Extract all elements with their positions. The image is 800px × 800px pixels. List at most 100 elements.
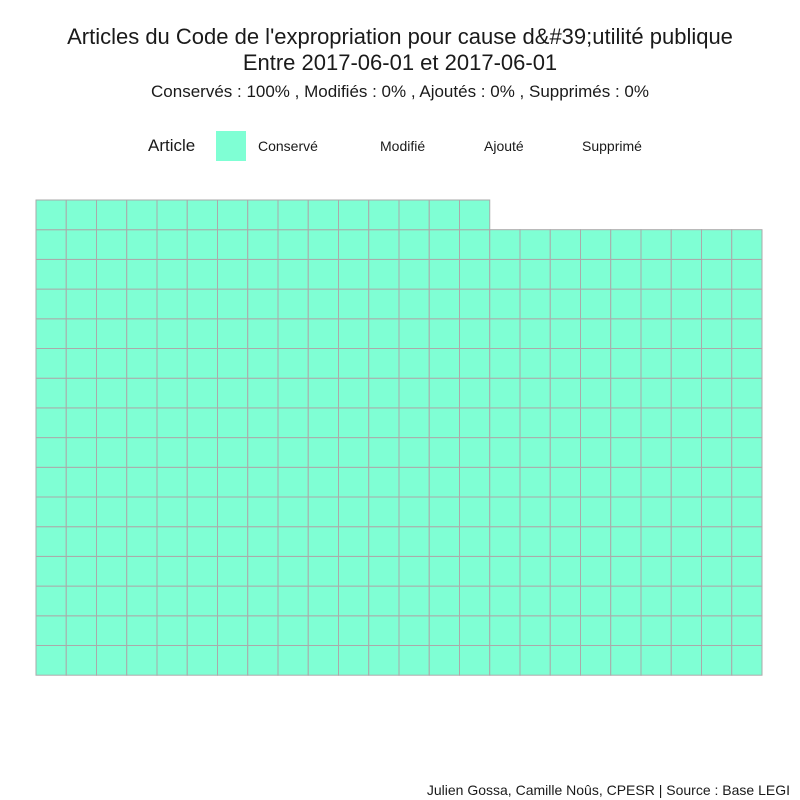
waffle-cell-conserve xyxy=(398,496,430,528)
waffle-cell-conserve xyxy=(338,615,370,646)
waffle-cell-conserve xyxy=(96,377,128,409)
waffle-cell-conserve xyxy=(489,288,521,320)
waffle-cell-conserve xyxy=(35,645,67,676)
waffle-cell-conserve xyxy=(65,377,97,409)
waffle-cell-conserve xyxy=(126,585,158,617)
waffle-cell-conserve xyxy=(489,645,521,676)
waffle-cell-conserve xyxy=(65,407,97,439)
waffle-cell-conserve xyxy=(368,229,400,260)
waffle-cell-conserve xyxy=(610,258,642,290)
waffle-cell-conserve xyxy=(428,229,460,260)
waffle-cell-conserve xyxy=(670,258,702,290)
waffle-cell-conserve xyxy=(96,229,128,260)
waffle-cell-conserve xyxy=(610,437,642,468)
waffle-cell-conserve xyxy=(277,555,309,587)
waffle-cell-conserve xyxy=(126,199,158,231)
waffle-cell-conserve xyxy=(247,555,279,587)
waffle-cell-conserve xyxy=(670,437,702,468)
waffle-cell-conserve xyxy=(519,229,551,260)
waffle-cell-conserve xyxy=(549,229,581,260)
waffle-cell-conserve xyxy=(701,466,733,498)
waffle-cell-conserve xyxy=(670,585,702,617)
waffle-cell-conserve xyxy=(428,348,460,379)
waffle-cell-conserve xyxy=(580,437,612,468)
waffle-cell-conserve xyxy=(428,585,460,617)
legend: Article Conservé Modifié Ajouté Supprimé xyxy=(0,131,800,161)
waffle-cell-conserve xyxy=(398,348,430,379)
waffle-cell-conserve xyxy=(580,407,612,439)
waffle-cell-conserve xyxy=(701,258,733,290)
waffle-cell-conserve xyxy=(580,288,612,320)
waffle-cell-conserve xyxy=(96,288,128,320)
waffle-cell-conserve xyxy=(277,585,309,617)
waffle-cell-conserve xyxy=(670,407,702,439)
waffle-cell-conserve xyxy=(459,407,491,439)
waffle-cell-conserve xyxy=(247,645,279,676)
waffle-cell-conserve xyxy=(701,229,733,260)
waffle-cell-conserve xyxy=(217,258,249,290)
waffle-cell-conserve xyxy=(126,437,158,468)
waffle-cell-conserve xyxy=(519,318,551,349)
waffle-cell-conserve xyxy=(640,229,672,260)
waffle-cell-conserve xyxy=(126,229,158,260)
waffle-cell-conserve xyxy=(398,377,430,409)
waffle-cell-conserve xyxy=(428,258,460,290)
waffle-cell-conserve xyxy=(35,377,67,409)
waffle-cell-conserve xyxy=(277,318,309,349)
waffle-cell-conserve xyxy=(519,348,551,379)
waffle-cell-conserve xyxy=(519,645,551,676)
waffle-cell-conserve xyxy=(701,318,733,349)
waffle-cell-conserve xyxy=(549,526,581,557)
waffle-cell-conserve xyxy=(277,437,309,468)
waffle-cell-conserve xyxy=(731,526,763,557)
waffle-cell-conserve xyxy=(731,407,763,439)
waffle-cell-conserve xyxy=(368,288,400,320)
waffle-cell-conserve xyxy=(519,437,551,468)
waffle-cell-conserve xyxy=(580,645,612,676)
waffle-cell-conserve xyxy=(640,348,672,379)
waffle-cell-conserve xyxy=(519,585,551,617)
waffle-cell-conserve xyxy=(217,288,249,320)
waffle-cell-conserve xyxy=(549,348,581,379)
waffle-cell-conserve xyxy=(35,229,67,260)
legend-key-conserve xyxy=(216,131,246,161)
waffle-cell-conserve xyxy=(126,348,158,379)
waffle-cell-conserve xyxy=(96,615,128,646)
waffle-cell-conserve xyxy=(428,555,460,587)
waffle-cell-conserve xyxy=(428,526,460,557)
waffle-cell-conserve xyxy=(126,645,158,676)
waffle-cell-conserve xyxy=(640,437,672,468)
waffle-cell-conserve xyxy=(35,407,67,439)
waffle-cell-conserve xyxy=(489,526,521,557)
waffle-cell-conserve xyxy=(549,318,581,349)
waffle-cell-conserve xyxy=(65,437,97,468)
waffle-cell-conserve xyxy=(368,377,400,409)
waffle-cell-conserve xyxy=(247,585,279,617)
waffle-cell-conserve xyxy=(489,437,521,468)
waffle-cell-conserve xyxy=(217,645,249,676)
waffle-cell-conserve xyxy=(701,645,733,676)
waffle-cell-conserve xyxy=(610,288,642,320)
waffle-cell-conserve xyxy=(640,645,672,676)
waffle-cell-conserve xyxy=(307,377,339,409)
waffle-cell-conserve xyxy=(670,377,702,409)
waffle-cell-conserve xyxy=(428,615,460,646)
waffle-cell-conserve xyxy=(156,555,188,587)
waffle-cell-conserve xyxy=(126,496,158,528)
waffle-cell-conserve xyxy=(217,348,249,379)
waffle-cell-conserve xyxy=(156,258,188,290)
waffle-cell-conserve xyxy=(640,377,672,409)
waffle-cell-conserve xyxy=(35,318,67,349)
waffle-cell-conserve xyxy=(731,466,763,498)
waffle-cell-conserve xyxy=(338,407,370,439)
waffle-cell-conserve xyxy=(459,466,491,498)
waffle-cell-conserve xyxy=(428,466,460,498)
waffle-cell-conserve xyxy=(398,407,430,439)
waffle-cell-conserve xyxy=(307,585,339,617)
waffle-cell-conserve xyxy=(640,407,672,439)
waffle-cell-conserve xyxy=(35,496,67,528)
waffle-cell-conserve xyxy=(338,526,370,557)
waffle-cell-conserve xyxy=(670,496,702,528)
waffle-cell-conserve xyxy=(610,466,642,498)
waffle-cell-conserve xyxy=(428,377,460,409)
